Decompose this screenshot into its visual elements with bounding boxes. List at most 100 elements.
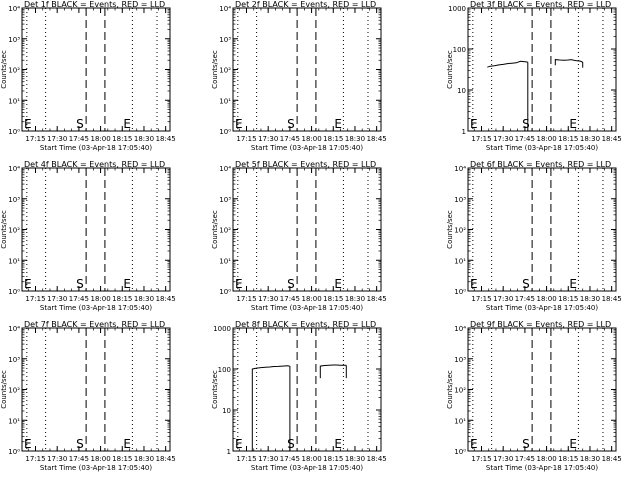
y-tick-label: 10⁴: [8, 325, 20, 333]
y-axis-label: Counts/sec: [446, 50, 454, 89]
start-end-marker: S: [76, 437, 84, 451]
x-tick-label: 18:30: [580, 295, 600, 303]
x-tick-label: 18:45: [602, 135, 622, 143]
x-tick-label: 17:30: [493, 135, 513, 143]
y-axis-label: Counts/sec: [446, 370, 454, 409]
x-tick-label: 18:00: [301, 455, 321, 463]
x-axis-label: Start Time (03-Apr-18 17:05:40): [251, 464, 363, 472]
x-tick-label: 17:45: [69, 135, 89, 143]
x-tick-label: 17:15: [25, 295, 45, 303]
y-tick-label: 10⁰: [8, 288, 20, 296]
x-tick-label: 17:45: [515, 295, 535, 303]
x-tick-label: 18:15: [558, 135, 578, 143]
x-tick-label: 18:00: [90, 455, 110, 463]
series-line: [251, 365, 290, 451]
start-end-marker: E: [470, 277, 478, 291]
x-tick-label: 17:45: [280, 135, 300, 143]
y-tick-label: 10²: [219, 67, 231, 75]
plot-frame: [467, 167, 617, 292]
x-tick-label: 18:30: [134, 455, 154, 463]
x-tick-label: 18:45: [367, 135, 387, 143]
x-tick-label: 17:30: [493, 295, 513, 303]
y-tick-label: 10¹: [8, 417, 20, 425]
panel-title: Det 6f BLACK = Events, RED = LLD: [470, 160, 611, 169]
x-axis-label: Start Time (03-Apr-18 17:05:40): [486, 304, 598, 312]
x-tick-label: 17:30: [258, 455, 278, 463]
x-tick-label: 18:30: [345, 295, 365, 303]
x-tick-label: 17:15: [471, 295, 491, 303]
plot-frame: [21, 7, 171, 132]
plot-frame: [467, 7, 617, 132]
y-tick-label: 10²: [8, 387, 20, 395]
detector-panel: Det 6f BLACK = Events, RED = LLD 10⁰ 10¹ 10…: [446, 160, 622, 312]
start-end-marker: E: [470, 117, 478, 131]
x-axis-label: Start Time (03-Apr-18 17:05:40): [486, 464, 598, 472]
series-line: [487, 60, 528, 68]
x-tick-label: 18:00: [90, 135, 110, 143]
y-tick-label: 10²: [8, 67, 20, 75]
panel-title: Det 1f BLACK = Events, RED = LLD: [24, 0, 165, 9]
start-end-marker: E: [24, 117, 32, 131]
detector-panel: Det 1f BLACK = Events, RED = LLD 10⁰ 10¹ 10…: [0, 0, 176, 152]
y-tick-label: 10⁴: [454, 325, 466, 333]
x-tick-label: 18:15: [323, 455, 343, 463]
plot-frame: [467, 327, 617, 452]
start-end-marker: E: [123, 437, 131, 451]
x-axis-label: Start Time (03-Apr-18 17:05:40): [251, 144, 363, 152]
x-tick-label: 18:45: [602, 295, 622, 303]
plot-frame: [21, 327, 171, 452]
x-tick-label: 18:15: [323, 135, 343, 143]
y-tick-label: 1: [227, 448, 231, 456]
panel-title: Det 8f BLACK = Events, RED = LLD: [235, 320, 376, 329]
x-tick-label: 17:45: [515, 135, 535, 143]
start-end-marker: E: [235, 277, 243, 291]
y-tick-label: 10¹: [8, 97, 20, 105]
plot-frame: [232, 327, 382, 452]
y-tick-label: 100: [218, 366, 231, 374]
detector-panel: Det 9f BLACK = Events, RED = LLD 10⁰ 10¹ 10…: [446, 320, 622, 472]
y-tick-label: 10⁰: [219, 288, 231, 296]
x-tick-label: 18:00: [536, 135, 556, 143]
start-end-marker: E: [235, 437, 243, 451]
x-tick-label: 17:15: [236, 455, 256, 463]
x-tick-label: 18:00: [536, 295, 556, 303]
y-axis-label: Counts/sec: [0, 370, 8, 409]
x-tick-label: 17:15: [471, 455, 491, 463]
x-tick-label: 18:00: [301, 295, 321, 303]
x-tick-label: 18:30: [134, 295, 154, 303]
x-tick-label: 17:30: [47, 455, 67, 463]
y-tick-label: 10⁰: [454, 288, 466, 296]
y-tick-label: 10⁰: [8, 128, 20, 136]
y-tick-label: 10²: [219, 227, 231, 235]
start-end-marker: S: [76, 277, 84, 291]
y-tick-label: 10⁰: [454, 448, 466, 456]
y-tick-label: 10⁴: [454, 165, 466, 173]
start-end-marker: E: [569, 117, 577, 131]
x-axis-label: Start Time (03-Apr-18 17:05:40): [40, 304, 152, 312]
y-tick-label: 10¹: [8, 257, 20, 265]
panel-title: Det 5f BLACK = Events, RED = LLD: [235, 160, 376, 169]
x-tick-label: 17:30: [258, 135, 278, 143]
y-axis-label: Counts/sec: [0, 210, 8, 249]
start-end-marker: E: [24, 277, 32, 291]
y-axis-label: Counts/sec: [0, 50, 8, 89]
panel-title: Det 4f BLACK = Events, RED = LLD: [24, 160, 165, 169]
panel-title: Det 2f BLACK = Events, RED = LLD: [235, 0, 376, 9]
x-tick-label: 18:00: [536, 455, 556, 463]
x-tick-label: 17:30: [47, 135, 67, 143]
start-end-marker: S: [522, 437, 530, 451]
x-tick-label: 18:15: [112, 455, 132, 463]
x-tick-label: 17:30: [493, 455, 513, 463]
detector-panel: Det 2f BLACK = Events, RED = LLD 10⁰ 10¹ 10…: [211, 0, 387, 152]
detector-panel: Det 8f BLACK = Events, RED = LLD 1 10 100 10…: [211, 320, 387, 472]
y-tick-label: 10⁴: [8, 165, 20, 173]
y-tick-label: 10⁰: [219, 128, 231, 136]
y-tick-label: 10²: [8, 227, 20, 235]
x-tick-label: 18:15: [323, 295, 343, 303]
start-end-marker: S: [287, 437, 295, 451]
y-tick-label: 10¹: [219, 257, 231, 265]
y-axis-label: Counts/sec: [211, 50, 219, 89]
x-tick-label: 17:30: [258, 295, 278, 303]
x-tick-label: 18:00: [90, 295, 110, 303]
y-tick-label: 10²: [454, 227, 466, 235]
